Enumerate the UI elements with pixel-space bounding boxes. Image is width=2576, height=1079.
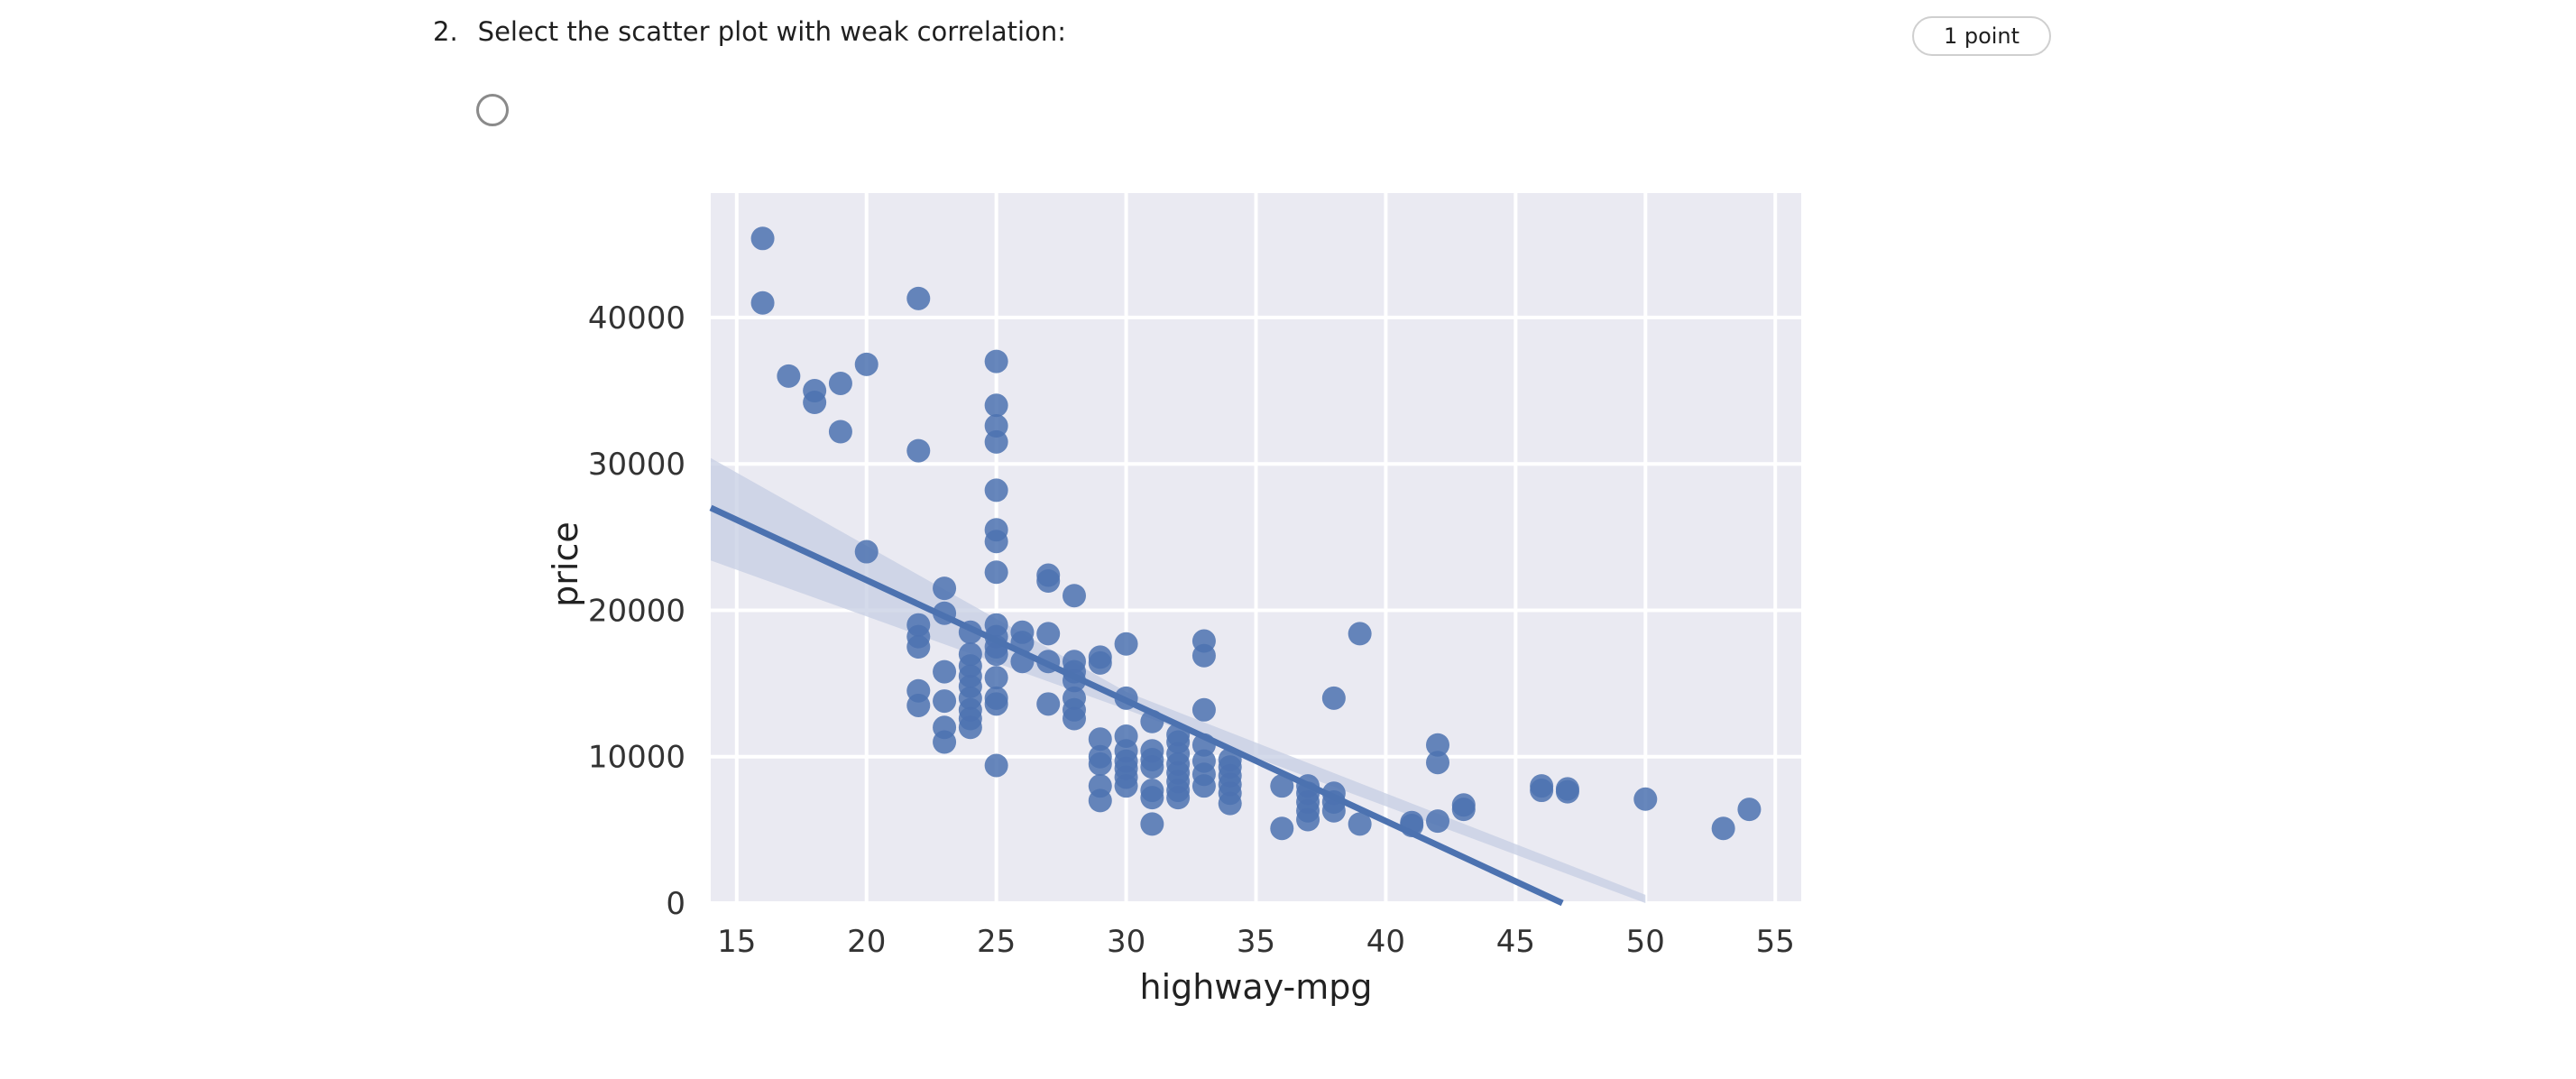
scatter-point [1088,650,1112,675]
scatter-point [1451,798,1476,822]
scatter-point [1530,779,1554,803]
scatter-point [1114,774,1138,798]
x-tick-label: 55 [1756,924,1795,960]
scatter-point [906,438,931,463]
y-axis-title: price [546,521,585,607]
scatter-point [1036,622,1061,646]
question-prompt: 2. Select the scatter plot with weak cor… [433,16,1066,47]
question-text: Select the scatter plot with weak correl… [477,16,1066,47]
scatter-point [1191,774,1216,798]
scatter-point [933,659,957,684]
scatter-point [777,364,801,388]
y-tick-label: 10000 [588,740,685,776]
scatter-point [1321,686,1346,710]
scatter-point [1711,816,1735,841]
scatter-point [906,635,931,659]
scatter-point [984,349,1008,374]
scatter-point [828,420,852,444]
y-tick-label: 40000 [588,300,685,337]
scatter-point [1088,788,1112,813]
scatter-point [1270,774,1294,798]
scatter-point [984,753,1008,778]
x-tick-label: 40 [1366,924,1405,960]
scatter-point [984,478,1008,503]
scatter-point [1191,643,1216,668]
scatter-point [933,576,957,601]
scatter-point [1036,569,1061,594]
scatter-point [933,689,957,714]
scatter-point [984,666,1008,690]
scatter-point [958,715,982,740]
x-tick-labels: 15 20 25 30 35 40 45 50 55 [717,924,1795,960]
scatter-point [906,693,931,717]
scatter-point [750,226,775,251]
y-tick-labels: 0 10000 20000 30000 40000 [588,300,685,922]
scatter-point [1737,798,1762,822]
scatter-point [906,286,931,310]
x-tick-label: 45 [1496,924,1535,960]
y-tick-label: 30000 [588,447,685,483]
x-tick-label: 50 [1626,924,1665,960]
scatter-point [933,730,957,754]
scatter-point [984,692,1008,716]
scatter-point [984,530,1008,554]
scatter-point [1063,584,1086,608]
scatter-point [750,290,775,315]
scatter-point [1426,809,1449,834]
points-badge: 1 point [1912,16,2051,56]
x-tick-label: 15 [717,924,756,960]
scatter-point [1555,779,1579,804]
scatter-point [1270,816,1294,841]
scatter-point [1088,752,1112,776]
x-tick-label: 20 [847,924,886,960]
scatter-point [1426,733,1449,757]
scatter-point [854,352,879,376]
scatter-point [1321,798,1346,823]
scatter-point [984,414,1008,438]
scatter-point [1114,632,1138,656]
scatter-point [984,429,1008,454]
scatter-point [1063,706,1086,731]
scatter-point [984,393,1008,418]
scatter-point [1296,807,1320,832]
scatter-point [1348,622,1372,646]
scatter-point [1633,787,1658,811]
regression-confidence-band [711,457,1646,903]
scatter-point [1140,786,1164,810]
scatter-point [984,642,1008,667]
x-tick-label: 35 [1237,924,1275,960]
x-tick-label: 25 [977,924,1016,960]
y-tick-label: 0 [666,886,685,922]
scatter-point [1140,812,1164,836]
scatter-point [1426,751,1449,775]
scatter-point [1191,697,1216,722]
regression-line [709,504,1564,907]
question-number: 2. [433,16,458,47]
scatter-point [1036,692,1061,716]
x-axis-title: highway-mpg [1139,967,1372,1007]
scatter-point [828,371,852,395]
scatter-point [854,540,879,564]
scatter-point [1166,786,1191,810]
scatter-point [803,391,827,415]
scatter-point [1088,727,1112,752]
scatter-point [1348,812,1372,836]
y-tick-label: 20000 [588,593,685,629]
answer-radio-button[interactable] [476,94,509,126]
scatter-point [1218,791,1242,816]
scatter-point [984,560,1008,585]
scatter-point [1140,755,1164,779]
data-points [750,226,1762,841]
x-tick-label: 30 [1107,924,1145,960]
